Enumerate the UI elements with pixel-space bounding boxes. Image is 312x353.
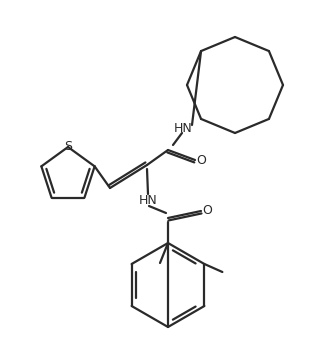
- Text: S: S: [64, 140, 72, 154]
- Text: HN: HN: [173, 121, 193, 134]
- Text: O: O: [196, 154, 206, 167]
- Text: HN: HN: [139, 193, 157, 207]
- Text: O: O: [202, 203, 212, 216]
